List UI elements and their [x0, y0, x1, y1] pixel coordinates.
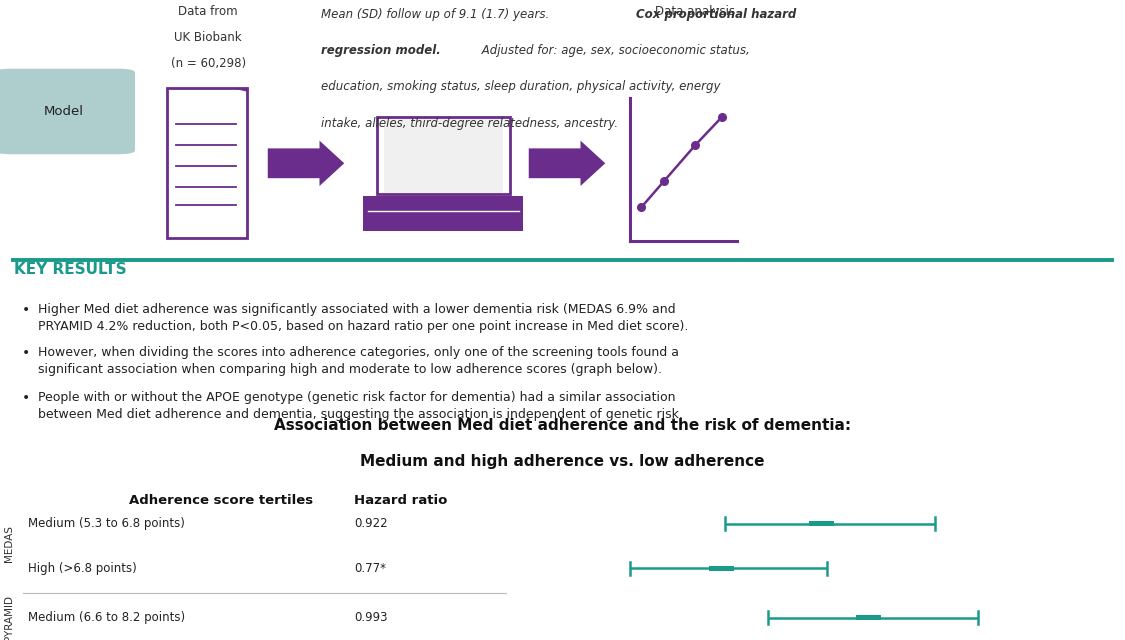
Text: 0.922: 0.922: [354, 517, 388, 530]
FancyBboxPatch shape: [363, 196, 523, 230]
Text: Model: Model: [44, 105, 84, 118]
FancyArrow shape: [268, 141, 344, 186]
Text: •: •: [22, 391, 30, 405]
FancyBboxPatch shape: [856, 615, 881, 620]
Text: Data from: Data from: [178, 5, 238, 18]
Text: •: •: [22, 303, 30, 317]
Text: education, smoking status, sleep duration, physical activity, energy: education, smoking status, sleep duratio…: [321, 81, 720, 93]
Text: •: •: [22, 346, 30, 360]
FancyBboxPatch shape: [384, 119, 503, 193]
Text: regression model.: regression model.: [321, 44, 440, 57]
FancyBboxPatch shape: [377, 116, 510, 195]
FancyArrow shape: [529, 141, 605, 186]
Text: intake, alleles, third-degree relatedness, ancestry.: intake, alleles, third-degree relatednes…: [321, 116, 618, 130]
Text: Adjusted for: age, sex, socioeconomic status,: Adjusted for: age, sex, socioeconomic st…: [478, 44, 750, 57]
Text: UK Biobank: UK Biobank: [174, 31, 242, 44]
Text: KEY RESULTS: KEY RESULTS: [14, 262, 126, 277]
Text: People with or without the APOE genotype (genetic risk factor for dementia) had : People with or without the APOE genotype…: [37, 391, 683, 421]
Text: Hazard ratio: Hazard ratio: [354, 494, 448, 508]
Polygon shape: [232, 88, 248, 92]
Text: Data analysis: Data analysis: [655, 5, 736, 18]
Text: Higher Med diet adherence was significantly associated with a lower dementia ris: Higher Med diet adherence was significan…: [37, 303, 688, 333]
Text: High (>6.8 points): High (>6.8 points): [28, 562, 137, 575]
FancyBboxPatch shape: [0, 68, 135, 154]
Text: Medium (5.3 to 6.8 points): Medium (5.3 to 6.8 points): [28, 517, 184, 530]
Text: 0.993: 0.993: [354, 611, 388, 624]
Text: Medium and high adherence vs. low adherence: Medium and high adherence vs. low adhere…: [360, 454, 765, 469]
Text: (n = 60,298): (n = 60,298): [171, 57, 245, 70]
Text: Medium (6.6 to 8.2 points): Medium (6.6 to 8.2 points): [28, 611, 186, 624]
Text: However, when dividing the scores into adherence categories, only one of the scr: However, when dividing the scores into a…: [37, 346, 678, 376]
Text: 0.77*: 0.77*: [354, 562, 386, 575]
FancyBboxPatch shape: [166, 88, 248, 239]
Text: Cox proportional hazard: Cox proportional hazard: [636, 8, 795, 20]
FancyBboxPatch shape: [809, 521, 834, 526]
Text: MEDAS: MEDAS: [4, 525, 14, 562]
Text: Adherence score tertiles: Adherence score tertiles: [129, 494, 314, 508]
Text: PYRAMID: PYRAMID: [4, 595, 14, 640]
Text: Mean (SD) follow up of 9.1 (1.7) years.: Mean (SD) follow up of 9.1 (1.7) years.: [321, 8, 552, 20]
FancyBboxPatch shape: [710, 566, 735, 571]
Text: Association between Med diet adherence and the risk of dementia:: Association between Med diet adherence a…: [274, 419, 852, 433]
